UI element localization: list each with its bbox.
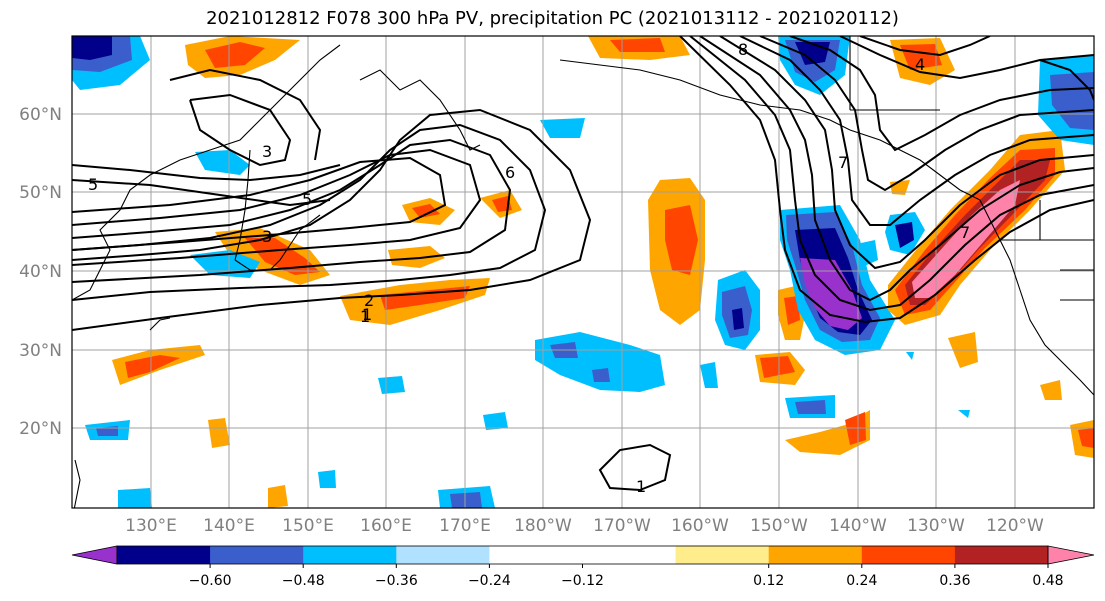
lat-label: 40°N bbox=[19, 262, 62, 282]
lon-label: 150°W bbox=[750, 516, 808, 536]
colorbar-tick-label: 0.12 bbox=[753, 573, 784, 589]
colorbar-segment bbox=[768, 546, 863, 564]
colorbar-extend-low bbox=[71, 545, 118, 565]
lon-label: 130°E bbox=[125, 516, 177, 536]
lon-label: 150°E bbox=[282, 516, 334, 536]
contour-label: 6 bbox=[505, 163, 515, 182]
contour-label: 3 bbox=[262, 227, 272, 246]
contour-labels: 1 1 2 3 3 5 5 6 7 7 8 4 1 bbox=[88, 40, 970, 496]
lon-label: 120°W bbox=[986, 516, 1044, 536]
lat-label: 50°N bbox=[19, 183, 62, 203]
contour-label: 3 bbox=[262, 142, 272, 161]
colorbar-tick-label: 0.24 bbox=[846, 573, 877, 589]
contour-label: 5 bbox=[302, 190, 312, 209]
contour-label: 4 bbox=[915, 55, 925, 74]
precip-shading bbox=[72, 36, 1094, 508]
latitude-labels: 60°N 50°N 40°N 30°N 20°N bbox=[19, 105, 62, 439]
lon-label: 180°W bbox=[514, 516, 572, 536]
colorbar-tick-label: 0.48 bbox=[1032, 573, 1063, 589]
colorbar-segment bbox=[675, 546, 770, 564]
map-frame bbox=[71, 35, 1095, 509]
coastlines bbox=[72, 36, 1094, 508]
colorbar bbox=[71, 545, 1095, 565]
lat-label: 30°N bbox=[19, 341, 62, 361]
colorbar-tick-label: −0.36 bbox=[375, 573, 418, 589]
colorbar-segment bbox=[582, 546, 677, 564]
contour-label: 1 bbox=[362, 305, 372, 324]
contour-label: 1 bbox=[636, 477, 646, 496]
pv-contours bbox=[72, 36, 1094, 492]
colorbar-segment bbox=[117, 546, 211, 564]
colorbar-tick-label: −0.48 bbox=[282, 573, 325, 589]
colorbar-segment bbox=[210, 546, 304, 564]
lat-label: 60°N bbox=[19, 105, 62, 125]
colorbar-tick-label: −0.24 bbox=[468, 573, 511, 589]
colorbar-extend-high bbox=[1047, 545, 1095, 565]
colorbar-tick-label: −0.60 bbox=[189, 573, 232, 589]
contour-label: 8 bbox=[738, 40, 748, 59]
contour-label: 1 bbox=[360, 307, 370, 326]
graticule bbox=[72, 36, 1094, 508]
lon-label: 140°W bbox=[829, 516, 887, 536]
lon-label: 170°E bbox=[439, 516, 491, 536]
colorbar-segment bbox=[861, 546, 956, 564]
lon-label: 170°W bbox=[593, 516, 651, 536]
lon-label: 130°W bbox=[907, 516, 965, 536]
contour-label: 7 bbox=[960, 223, 970, 242]
map-area: 1 1 2 3 3 5 5 6 7 7 8 4 1 bbox=[72, 36, 1094, 508]
lon-label: 160°E bbox=[360, 516, 412, 536]
longitude-labels: 130°E 140°E 150°E 160°E 170°E 180°W 170°… bbox=[125, 516, 1044, 536]
colorbar-segment bbox=[303, 546, 397, 564]
contour-label: 5 bbox=[88, 175, 98, 194]
lat-label: 20°N bbox=[19, 419, 62, 439]
contour-label: 7 bbox=[838, 153, 848, 172]
colorbar-segment bbox=[954, 546, 1049, 564]
colorbar-ticks: −0.60 −0.48 −0.36 −0.24 −0.12 0.12 0.24 0.36 0.4… bbox=[189, 564, 1064, 589]
lon-label: 140°E bbox=[203, 516, 255, 536]
colorbar-tick-label: 0.36 bbox=[939, 573, 970, 589]
colorbar-tick-label: −0.12 bbox=[561, 573, 604, 589]
lon-label: 160°W bbox=[671, 516, 729, 536]
map-title: 2021012812 F078 300 hPa PV, precipitatio… bbox=[206, 8, 899, 29]
contour-label: 2 bbox=[364, 291, 374, 310]
colorbar-segment bbox=[489, 546, 583, 564]
colorbar-segment bbox=[396, 546, 490, 564]
